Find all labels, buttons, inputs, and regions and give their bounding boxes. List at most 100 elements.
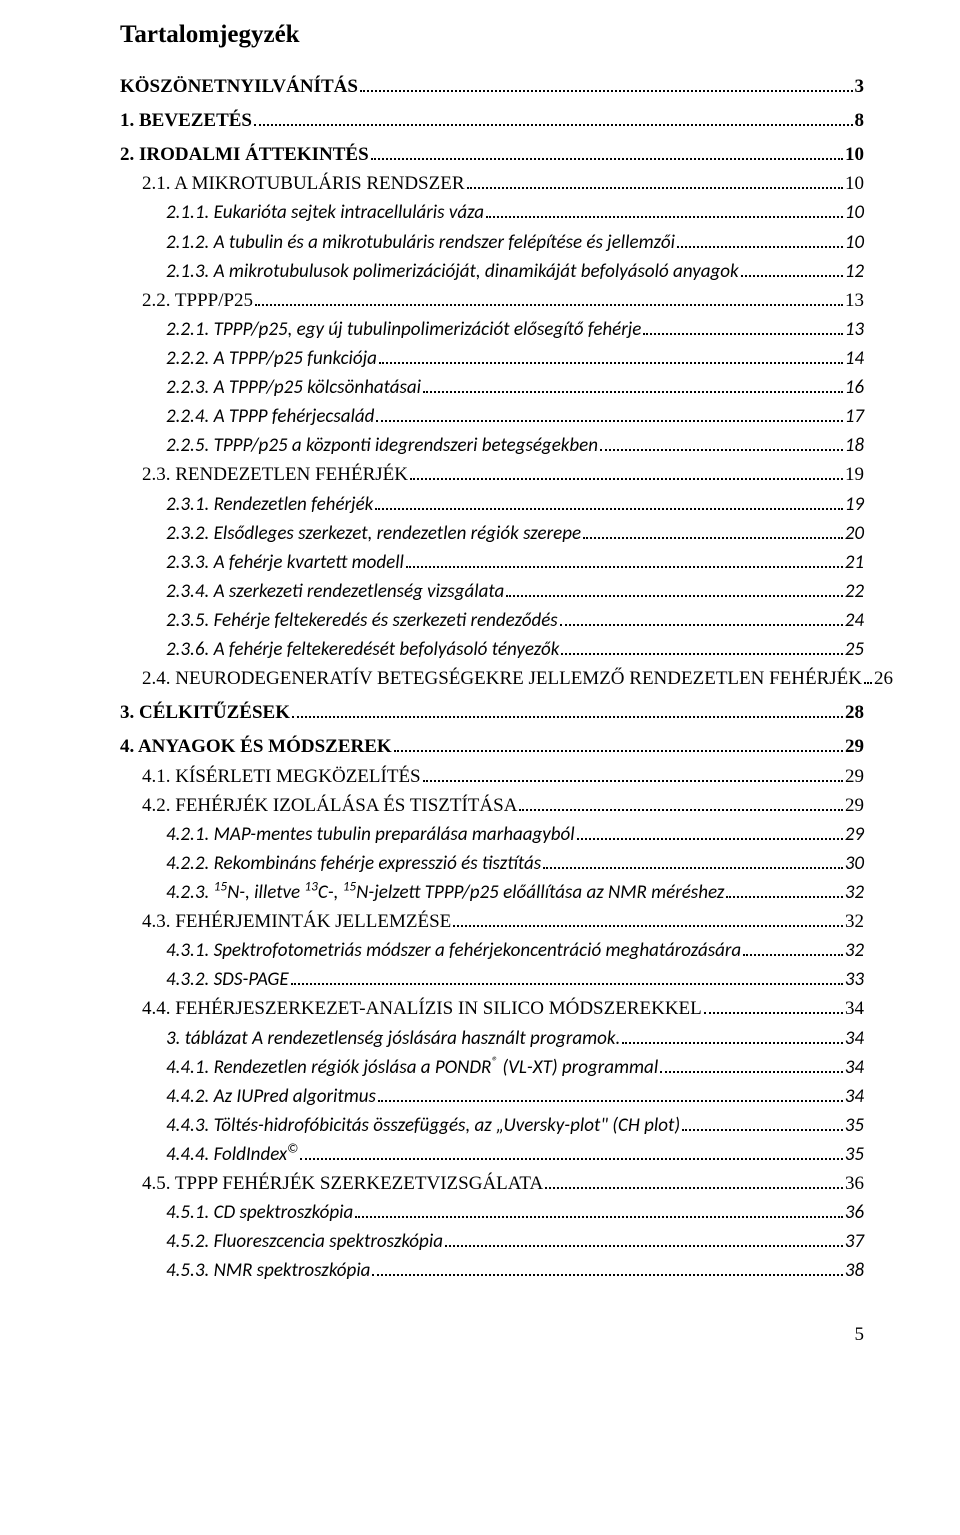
toc-page-ref: 24 <box>845 607 864 635</box>
page-title: Tartalomjegyzék <box>120 16 864 53</box>
toc-leader-dots <box>682 1116 843 1131</box>
toc-leader-dots <box>375 494 842 509</box>
toc-label: 2.1.2. A tubulin és a mikrotubuláris ren… <box>166 229 675 257</box>
toc-entry: 2.4. NEURODEGENERATÍV BETEGSÉGEKRE JELLE… <box>142 665 864 693</box>
toc-label: 4.2.3. 15N-, illetve 13C-, 15N-jelzett T… <box>166 879 724 907</box>
toc-label: 2.3.1. Rendezetlen fehérjék <box>166 491 373 519</box>
toc-entry: 3. táblázat A rendezetlenség jóslására h… <box>166 1025 864 1053</box>
toc-page-ref: 32 <box>845 908 864 936</box>
toc-leader-dots <box>583 523 843 538</box>
toc-leader-dots <box>726 883 842 898</box>
toc-entry: 4.5. TPPP FEHÉRJÉK SZERKEZETVIZSGÁLATA 3… <box>142 1170 864 1198</box>
toc-label: 2.2.4. A TPPP fehérjecsalád <box>166 403 374 431</box>
toc-page-ref: 38 <box>845 1257 864 1285</box>
toc-label: 2.1.1. Eukarióta sejtek intracelluláris … <box>166 199 484 227</box>
toc-leader-dots <box>743 941 843 956</box>
toc-leader-dots <box>406 553 843 568</box>
toc-leader-dots <box>660 1057 843 1072</box>
document-page: Tartalomjegyzék KÖSZÖNETNYILVÁNÍTÁS 3 1. … <box>0 0 960 1410</box>
toc-label: 4.5.2. Fluoreszcencia spektroszkópia <box>166 1228 443 1256</box>
toc-entry: 4.4.1. Rendezetlen régiók jóslása a POND… <box>166 1054 864 1082</box>
toc-entry: 4. ANYAGOK ÉS MÓDSZEREK 29 <box>120 733 864 761</box>
toc-leader-dots <box>360 77 853 92</box>
toc-page-ref: 29 <box>845 763 864 791</box>
toc-entry: 4.2.1. MAP-mentes tubulin preparálása ma… <box>166 821 864 849</box>
toc-page-ref: 10 <box>845 199 864 227</box>
toc-page-ref: 10 <box>845 170 864 198</box>
toc-label: 2.3.5. Fehérje feltekeredés és szerkezet… <box>166 607 558 635</box>
toc-entry: 4.3.1. Spektrofotometriás módszer a fehé… <box>166 937 864 965</box>
toc-label: 4.3.1. Spektrofotometriás módszer a fehé… <box>166 937 741 965</box>
toc-entry: KÖSZÖNETNYILVÁNÍTÁS 3 <box>120 73 864 101</box>
toc-label: 2.3.2. Elsődleges szerkezet, rendezetlen… <box>166 520 581 548</box>
toc-label: 4.4. FEHÉRJESZERKEZET-ANALÍZIS IN SILICO… <box>142 995 702 1023</box>
toc-entry: 2.2.4. A TPPP fehérjecsalád 17 <box>166 403 864 431</box>
toc-page-ref: 36 <box>845 1199 864 1227</box>
toc-page-ref: 17 <box>845 403 864 431</box>
toc-entry: 4.4.3. Töltés-hidrofóbicitás összefüggés… <box>166 1112 864 1140</box>
toc-leader-dots <box>545 1174 843 1189</box>
toc-page-ref: 19 <box>845 461 864 489</box>
toc-leader-dots <box>423 378 843 393</box>
toc-leader-dots <box>423 766 843 781</box>
toc-label: 3. CÉLKITŰZÉSEK <box>120 699 290 727</box>
toc-page-ref: 18 <box>845 432 864 460</box>
toc-page-ref: 35 <box>845 1112 864 1140</box>
toc-entry: 2.3.6. A fehérje feltekeredését befolyás… <box>166 636 864 664</box>
toc-label: 4.4.2. Az IUPred algoritmus <box>166 1083 376 1111</box>
toc-page-ref: 12 <box>845 258 864 286</box>
toc-label: 2.2. TPPP/P25 <box>142 287 253 315</box>
toc-leader-dots <box>704 999 843 1014</box>
toc-label: 4.4.1. Rendezetlen régiók jóslása a POND… <box>166 1054 658 1082</box>
page-number: 5 <box>120 1321 864 1349</box>
toc-leader-dots <box>410 465 843 480</box>
toc-page-ref: 30 <box>845 850 864 878</box>
toc-label: 2. IRODALMI ÁTTEKINTÉS <box>120 141 369 169</box>
toc-label: 2.3.3. A fehérje kvartett modell <box>166 549 404 577</box>
toc-entry: 2.2.5. TPPP/p25 a központi idegrendszeri… <box>166 432 864 460</box>
toc-label: 2.2.3. A TPPP/p25 kölcsönhatásai <box>166 374 421 402</box>
toc-entry: 2.3.5. Fehérje feltekeredés és szerkezet… <box>166 607 864 635</box>
toc-leader-dots <box>560 611 843 626</box>
toc-label: 4.5. TPPP FEHÉRJÉK SZERKEZETVIZSGÁLATA <box>142 1170 543 1198</box>
toc-leader-dots <box>379 349 843 364</box>
toc-entry: 4.3.2. SDS-PAGE 33 <box>166 966 864 994</box>
toc-page-ref: 32 <box>845 937 864 965</box>
toc-page-ref: 20 <box>845 520 864 548</box>
toc-leader-dots <box>378 1087 843 1102</box>
toc-entry: 4.2.3. 15N-, illetve 13C-, 15N-jelzett T… <box>166 879 864 907</box>
toc-leader-dots <box>486 203 843 218</box>
toc-leader-dots <box>355 1203 842 1218</box>
toc-label: 4.2.2. Rekombináns fehérje expresszió és… <box>166 850 541 878</box>
toc-entry: 1. BEVEZETÉS 8 <box>120 107 864 135</box>
toc-leader-dots <box>255 291 843 306</box>
toc-page-ref: 37 <box>845 1228 864 1256</box>
toc-entry: 4.1. KÍSÉRLETI MEGKÖZELÍTÉS 29 <box>142 763 864 791</box>
toc-leader-dots <box>291 970 843 985</box>
toc-label: 2.3.4. A szerkezeti rendezetlenség vizsg… <box>166 578 504 606</box>
toc-label: 3. táblázat A rendezetlenség jóslására h… <box>166 1025 620 1053</box>
toc-page-ref: 10 <box>845 141 864 169</box>
toc-page-ref: 8 <box>855 107 865 135</box>
toc-entry: 4.5.2. Fluoreszcencia spektroszkópia 37 <box>166 1228 864 1256</box>
toc-label: 2.1. A MIKROTUBULÁRIS RENDSZER <box>142 170 465 198</box>
toc-leader-dots <box>372 1261 842 1276</box>
toc-page-ref: 16 <box>845 374 864 402</box>
toc-leader-dots <box>445 1232 843 1247</box>
toc-label: 4.2. FEHÉRJÉK IZOLÁLÁSA ÉS TISZTÍTÁSA <box>142 792 517 820</box>
toc-entry: 2.3. RENDEZETLEN FEHÉRJÉK 19 <box>142 461 864 489</box>
toc-leader-dots <box>394 737 843 752</box>
toc-leader-dots <box>677 232 843 247</box>
toc-entry: 2.1.2. A tubulin és a mikrotubuláris ren… <box>166 229 864 257</box>
toc-label: 4.1. KÍSÉRLETI MEGKÖZELÍTÉS <box>142 763 421 791</box>
toc-entry: 2. IRODALMI ÁTTEKINTÉS 10 <box>120 141 864 169</box>
toc-page-ref: 36 <box>845 1170 864 1198</box>
toc-entry: 4.2.2. Rekombináns fehérje expresszió és… <box>166 850 864 878</box>
toc-page-ref: 34 <box>845 1025 864 1053</box>
toc-label: 2.2.5. TPPP/p25 a központi idegrendszeri… <box>166 432 598 460</box>
toc-leader-dots <box>543 854 843 869</box>
toc-entry: 4.2. FEHÉRJÉK IZOLÁLÁSA ÉS TISZTÍTÁSA 29 <box>142 792 864 820</box>
toc-label: 4.2.1. MAP-mentes tubulin preparálása ma… <box>166 821 575 849</box>
toc-page-ref: 34 <box>845 1083 864 1111</box>
toc-label: 1. BEVEZETÉS <box>120 107 252 135</box>
